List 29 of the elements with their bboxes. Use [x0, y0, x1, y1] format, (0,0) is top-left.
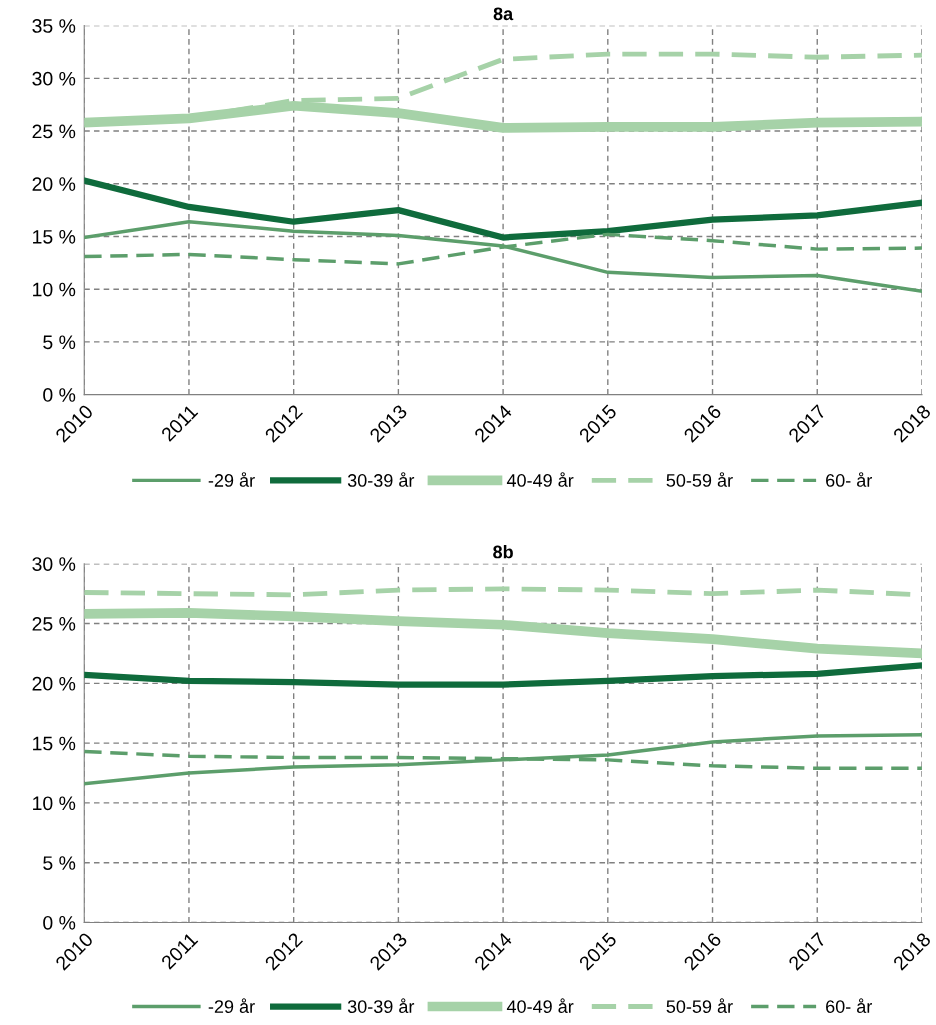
legend-label: 50-59 år	[666, 998, 733, 1013]
legend-label: 60- år	[826, 998, 873, 1013]
line-series	[84, 219, 922, 294]
legend-label: 50-59 år	[666, 472, 733, 487]
legend-label: -29 år	[208, 472, 255, 487]
legend-label: 30-39 år	[347, 472, 415, 487]
legend-label: 40-49 år	[506, 472, 574, 487]
y-tick-label: 10 %	[33, 796, 76, 811]
y-tick-label: 0 %	[43, 388, 76, 402]
y-tick-label: 15 %	[33, 736, 76, 751]
y-tick-label: 20 %	[32, 676, 76, 691]
legend-label: 30-39 år	[347, 998, 415, 1013]
y-tick-label: 30 %	[32, 557, 76, 571]
legend-label: 40-49 år	[506, 998, 574, 1013]
y-tick-label: 15 %	[33, 230, 76, 244]
y-tick-label: 5 %	[43, 335, 76, 350]
y-tick-label: 25 %	[32, 617, 76, 631]
y-tick-label: 5 %	[43, 856, 76, 870]
line-series	[84, 733, 922, 786]
y-tick-label: 35 %	[32, 19, 76, 33]
y-tick-label: 20 %	[32, 177, 76, 191]
legend-label: -29 år	[208, 998, 255, 1013]
y-tick-label: 30 %	[32, 71, 76, 86]
legend-label: 60- år	[826, 472, 873, 487]
chart-title: 8b	[493, 545, 513, 559]
y-tick-label: 25 %	[32, 124, 76, 139]
y-tick-label: 10 %	[33, 282, 76, 297]
y-tick-label: 0 %	[43, 915, 76, 930]
chart-title: 8a	[493, 7, 514, 21]
